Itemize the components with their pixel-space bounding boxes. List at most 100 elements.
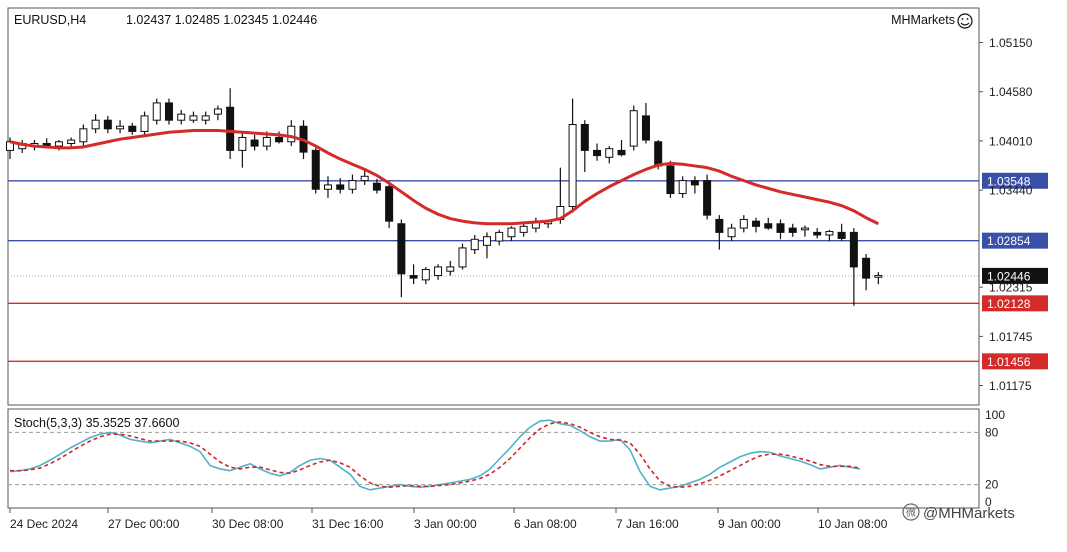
candle [764,217,773,230]
candle [116,120,125,134]
candle [91,114,100,134]
candle-body [91,119,100,130]
level-price-tag [982,353,1048,370]
candle-body [788,227,797,233]
candle [177,109,186,125]
candle-body [79,128,88,143]
candle-body [495,231,504,242]
candle [140,111,149,135]
candle [189,111,198,123]
candle-body [446,266,455,272]
candle-body [617,149,626,156]
candle [825,229,834,242]
candle-body [372,182,381,191]
candle [397,219,406,298]
x-tick-label: 24 Dec 2024 [10,517,78,531]
candle-body [678,180,687,195]
candle-body [776,223,785,233]
x-tick-label: 30 Dec 08:00 [212,517,284,531]
candle-body [519,225,528,233]
candle-body [177,113,186,121]
candle-body [164,102,173,121]
candle-body [654,141,663,167]
candle-body [103,119,112,130]
candle [226,88,235,160]
current-price-label: 1.02446 [987,269,1031,283]
candle-body [262,136,271,147]
candle-body [201,115,210,121]
candle-body [409,275,418,279]
x-tick-label: 9 Jan 00:00 [718,517,781,531]
candle [641,102,650,144]
y-tick-label: 1.02315 [989,281,1033,295]
stoch-tick-label: 20 [985,478,999,492]
y-tick-label: 1.04580 [989,85,1033,99]
candle [862,253,871,291]
candle-body [421,269,430,281]
candle [703,174,712,220]
candle-body [152,102,161,121]
level-price-label: 1.03548 [987,174,1031,188]
candle [849,228,858,306]
candle-body [837,231,846,239]
candle [470,234,479,254]
candle-body [641,115,650,141]
candle [605,146,614,164]
symbol-label: EURUSD,H4 [14,13,86,27]
candle-body [116,125,125,130]
stoch-tick-label: 100 [985,408,1005,422]
candle-body [348,180,357,190]
candle-body [825,231,834,236]
candle [495,229,504,246]
x-tick-label: 10 Jan 08:00 [818,517,888,531]
candle [67,137,76,148]
candle-body [580,124,589,151]
y-tick-label: 1.05150 [989,36,1033,50]
candle-body [752,220,761,227]
candle [678,176,687,198]
candle [629,105,638,151]
candle-body [213,108,222,115]
candle [311,147,320,194]
candle-body [813,231,822,236]
candle-body [54,141,63,147]
level-price-label: 1.01456 [987,355,1031,369]
watermark-text: @MHMarkets [923,505,1015,522]
candle [776,219,785,240]
candle-body [128,125,137,132]
ohlc-label: 1.02437 1.02485 1.02345 1.02446 [126,13,317,27]
y-tick-label: 1.04010 [989,134,1033,148]
candle-body [739,218,748,229]
x-tick-label: 7 Jan 16:00 [616,517,679,531]
candle-body [67,139,76,144]
candle-body [250,139,259,147]
stoch-tick-label: 0 [985,495,992,509]
candle [128,122,137,135]
level-price-label: 1.02128 [987,297,1031,311]
candle [434,264,443,280]
candle-body [690,180,699,186]
moving-average-line [9,129,879,226]
candle [213,105,222,121]
candle [446,260,455,276]
candle [752,217,761,233]
candle-body [275,136,284,143]
candle-body [470,238,479,251]
x-tick-label: 3 Jan 00:00 [414,517,477,531]
candle [250,134,259,151]
candle [727,223,736,242]
candle [201,111,210,125]
candle [323,176,332,198]
candle-body [458,247,467,268]
candle-body [666,165,675,195]
candle [580,120,589,172]
x-tick-label: 6 Jan 08:00 [514,517,577,531]
candle [617,140,626,157]
candle [874,272,883,285]
candle [152,98,161,125]
candle-body [434,266,443,277]
candle [164,98,173,125]
stoch-main-line [9,419,861,491]
